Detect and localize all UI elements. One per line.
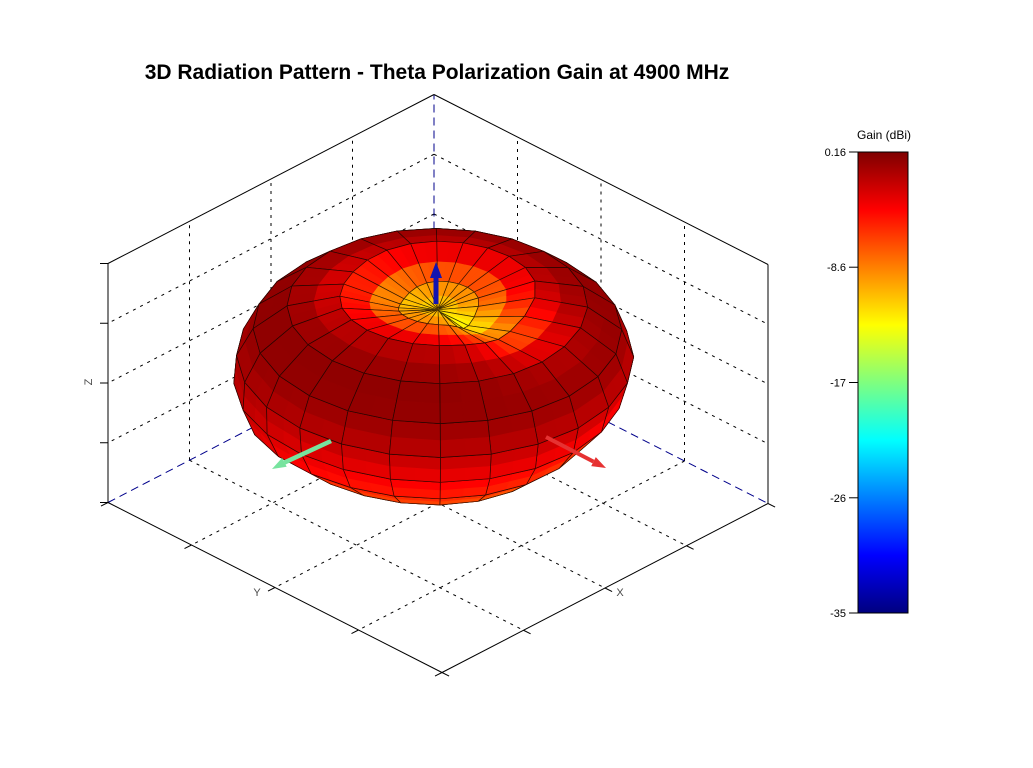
grid-line (433, 273, 769, 445)
tick-mark (434, 672, 443, 677)
surface-cell (414, 455, 441, 471)
surface-mesh-line (392, 380, 441, 424)
chart-title: 3D Radiation Pattern - Theta Polarizatio… (145, 61, 730, 84)
tick-mark (523, 629, 531, 635)
radiation-surface (233, 228, 635, 506)
colorbar-tick-label: 0.16 (825, 147, 846, 159)
surface-cell (419, 363, 441, 385)
surface-cell (414, 467, 441, 483)
y-axis-arrowhead (272, 457, 287, 469)
colorbar: Gain (dBi) 0.16 -8.6 -17 -26 -35 (825, 128, 911, 620)
grid-line (270, 417, 606, 589)
surface-cell (417, 382, 441, 405)
colorbar-title: Gain (dBi) (857, 128, 911, 142)
surface-cell (390, 419, 417, 440)
surface-cell (464, 436, 492, 457)
y-axis-label: Y (253, 587, 261, 599)
grid-line (191, 375, 518, 546)
tick-mark (441, 672, 450, 677)
x-axis-arrow (545, 435, 595, 464)
tick-mark (184, 544, 192, 550)
surface-cell (439, 382, 462, 405)
surface-cell (392, 400, 419, 423)
surface-cell (439, 438, 467, 458)
tick-mark (351, 629, 359, 635)
tick-mark (686, 545, 694, 550)
grid-line (107, 213, 435, 384)
grid-line (352, 375, 687, 547)
surface-cell (389, 453, 416, 469)
colorbar-tick-label: -35 (830, 608, 846, 620)
grid-line (274, 418, 602, 588)
colorbar-gradient (857, 151, 909, 614)
x-axis-label: X (616, 587, 624, 599)
surface-cell (464, 466, 491, 481)
surface-cell (440, 455, 467, 471)
axis-arrows (272, 262, 606, 469)
tick-mark (604, 587, 613, 593)
colorbar-tick-label: -8.6 (827, 262, 846, 274)
colorbar-tick-label: -26 (830, 493, 846, 505)
grid-line (358, 460, 685, 631)
surface-cell (439, 467, 466, 483)
z-axis-arrowhead (430, 262, 442, 278)
surface-cell (439, 401, 465, 424)
surface-cell (416, 401, 441, 424)
x-axis-arrowhead (591, 457, 606, 468)
surface-cell (414, 438, 441, 458)
surface-cell (439, 421, 466, 441)
grid-line (107, 273, 435, 444)
grid-line (107, 153, 435, 324)
y-axis-arrow (283, 438, 332, 465)
box-edge (433, 94, 769, 265)
surface-cell (389, 436, 416, 457)
colorbar-tick-label: -17 (830, 378, 846, 390)
tick-mark (267, 587, 276, 592)
z-axis-label: Z (83, 378, 95, 385)
box-edge (107, 94, 435, 264)
surface-cell (415, 421, 441, 441)
grid-line (433, 153, 769, 325)
grid-line (433, 213, 769, 385)
grid-line (189, 459, 524, 631)
tick-mark (767, 503, 776, 508)
tick-mark (100, 502, 109, 507)
surface-cell (465, 453, 492, 469)
surface-cell (389, 466, 416, 482)
surface-cell (463, 420, 490, 440)
